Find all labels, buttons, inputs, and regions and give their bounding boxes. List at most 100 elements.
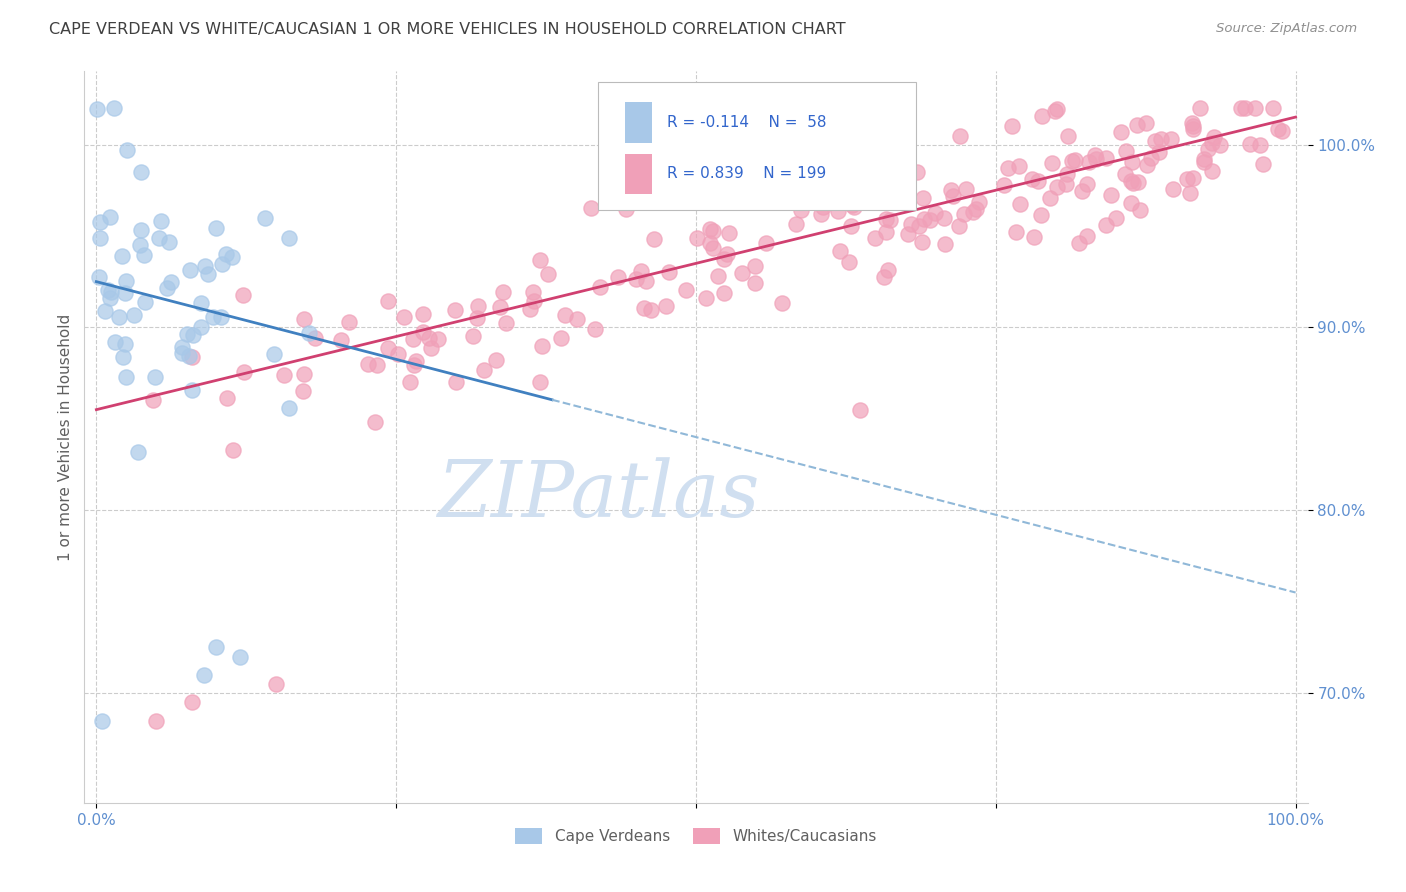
Point bbox=[1056, 128, 1078, 143]
Point bbox=[1192, 154, 1215, 169]
Point bbox=[912, 191, 935, 205]
Point bbox=[292, 312, 315, 326]
Point bbox=[1209, 137, 1232, 152]
Point bbox=[1063, 153, 1085, 167]
Point bbox=[337, 315, 360, 329]
Point bbox=[89, 215, 111, 229]
Point bbox=[156, 281, 179, 295]
Point bbox=[1201, 164, 1223, 178]
Point bbox=[744, 259, 766, 273]
Point bbox=[157, 235, 180, 249]
Point bbox=[849, 402, 872, 417]
Point bbox=[1104, 211, 1126, 225]
Point bbox=[111, 351, 134, 365]
Point bbox=[1095, 218, 1118, 232]
Point bbox=[91, 714, 114, 728]
Point bbox=[179, 350, 201, 364]
Point bbox=[583, 322, 606, 336]
Point bbox=[115, 370, 138, 384]
Point bbox=[111, 249, 134, 263]
Point bbox=[108, 310, 131, 324]
Point bbox=[949, 129, 972, 144]
Point bbox=[170, 340, 193, 354]
Point bbox=[1181, 122, 1204, 136]
Point bbox=[1001, 119, 1024, 133]
Point bbox=[934, 237, 956, 252]
Point bbox=[1046, 180, 1069, 194]
Point bbox=[1099, 188, 1122, 202]
Point bbox=[863, 184, 886, 198]
Point bbox=[412, 307, 434, 321]
Point bbox=[221, 250, 243, 264]
Point bbox=[550, 331, 572, 345]
Point bbox=[1115, 145, 1137, 159]
Point bbox=[1054, 177, 1077, 191]
Text: ZIPatlas: ZIPatlas bbox=[437, 458, 759, 533]
Point bbox=[1230, 101, 1253, 115]
FancyBboxPatch shape bbox=[598, 82, 917, 211]
Point bbox=[890, 162, 912, 177]
Point bbox=[554, 308, 576, 322]
Point bbox=[1271, 124, 1294, 138]
Point bbox=[1119, 174, 1142, 188]
Point bbox=[755, 235, 778, 250]
FancyBboxPatch shape bbox=[626, 103, 652, 143]
Point bbox=[273, 368, 295, 382]
Point bbox=[98, 211, 121, 225]
Point bbox=[214, 247, 236, 261]
Point bbox=[1160, 131, 1182, 145]
Point bbox=[298, 326, 321, 340]
Point bbox=[1251, 157, 1274, 171]
Point bbox=[955, 182, 977, 196]
Point bbox=[905, 165, 928, 179]
Point bbox=[744, 276, 766, 290]
Point bbox=[675, 283, 697, 297]
Point bbox=[875, 225, 897, 239]
Point bbox=[277, 401, 299, 415]
Point bbox=[127, 444, 149, 458]
Point bbox=[844, 201, 866, 215]
Point bbox=[193, 667, 215, 681]
Y-axis label: 1 or more Vehicles in Household: 1 or more Vehicles in Household bbox=[58, 313, 73, 561]
Point bbox=[772, 296, 794, 310]
Point bbox=[718, 194, 741, 208]
Point bbox=[129, 238, 152, 252]
Point bbox=[160, 275, 183, 289]
Point bbox=[197, 268, 219, 282]
Point bbox=[114, 286, 136, 301]
Point bbox=[630, 264, 652, 278]
Point bbox=[1189, 101, 1212, 115]
Point bbox=[1031, 109, 1053, 123]
Point bbox=[129, 223, 152, 237]
Text: CAPE VERDEAN VS WHITE/CAUCASIAN 1 OR MORE VEHICLES IN HOUSEHOLD CORRELATION CHAR: CAPE VERDEAN VS WHITE/CAUCASIAN 1 OR MOR… bbox=[49, 22, 846, 37]
Point bbox=[420, 341, 443, 355]
Point bbox=[149, 214, 172, 228]
Point bbox=[194, 259, 217, 273]
Point bbox=[1114, 167, 1136, 181]
Point bbox=[1126, 176, 1149, 190]
Point bbox=[277, 231, 299, 245]
Point bbox=[911, 235, 934, 249]
Point bbox=[685, 230, 707, 244]
Point bbox=[579, 201, 602, 215]
Point bbox=[879, 212, 901, 227]
Point bbox=[254, 211, 277, 225]
Point bbox=[537, 268, 560, 282]
Point bbox=[1139, 151, 1161, 165]
Point bbox=[114, 274, 136, 288]
Point bbox=[181, 350, 204, 364]
Point bbox=[87, 269, 110, 284]
Point bbox=[104, 334, 127, 349]
Point bbox=[1046, 102, 1069, 116]
Point bbox=[1076, 178, 1098, 192]
Point bbox=[94, 304, 117, 318]
Point bbox=[614, 202, 637, 216]
Point bbox=[209, 310, 232, 325]
Point bbox=[1069, 235, 1091, 250]
Point bbox=[1008, 159, 1031, 173]
Point bbox=[1143, 134, 1166, 148]
Point bbox=[1070, 184, 1092, 198]
Point bbox=[444, 375, 467, 389]
Point bbox=[180, 384, 202, 398]
Point bbox=[1005, 225, 1028, 239]
